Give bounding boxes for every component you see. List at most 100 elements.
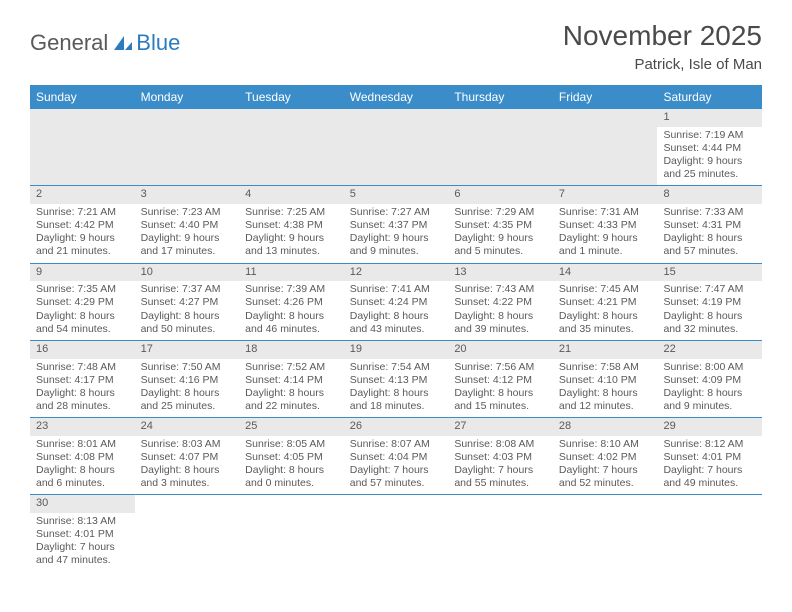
calendar-body: 1Sunrise: 7:19 AMSunset: 4:44 PMDaylight… bbox=[30, 109, 762, 572]
header: General Blue November 2025 Patrick, Isle… bbox=[30, 20, 762, 73]
calendar-day: 21Sunrise: 7:58 AMSunset: 4:10 PMDayligh… bbox=[553, 341, 658, 417]
sunrise-text: Sunrise: 7:27 AM bbox=[350, 206, 443, 219]
calendar-header-row: Sunday Monday Tuesday Wednesday Thursday… bbox=[30, 85, 762, 109]
sunset-text: Sunset: 4:22 PM bbox=[454, 296, 547, 309]
sunset-text: Sunset: 4:29 PM bbox=[36, 296, 129, 309]
calendar-day: 23Sunrise: 8:01 AMSunset: 4:08 PMDayligh… bbox=[30, 418, 135, 494]
daylight-text: Daylight: 8 hours bbox=[350, 387, 443, 400]
sunset-text: Sunset: 4:07 PM bbox=[141, 451, 234, 464]
daylight-text: Daylight: 9 hours bbox=[350, 232, 443, 245]
sunset-text: Sunset: 4:42 PM bbox=[36, 219, 129, 232]
day-body: Sunrise: 7:52 AMSunset: 4:14 PMDaylight:… bbox=[239, 361, 344, 418]
daylight-text: and 49 minutes. bbox=[663, 477, 756, 490]
sunset-text: Sunset: 4:26 PM bbox=[245, 296, 338, 309]
calendar-day: 7Sunrise: 7:31 AMSunset: 4:33 PMDaylight… bbox=[553, 186, 658, 262]
calendar-day-empty bbox=[239, 495, 344, 571]
daylight-text: Daylight: 8 hours bbox=[350, 310, 443, 323]
day-number: 6 bbox=[448, 186, 553, 204]
sunrise-text: Sunrise: 7:48 AM bbox=[36, 361, 129, 374]
day-body: Sunrise: 8:03 AMSunset: 4:07 PMDaylight:… bbox=[135, 438, 240, 495]
calendar-day-empty bbox=[553, 109, 658, 185]
weekday-header: Saturday bbox=[657, 85, 762, 109]
daylight-text: and 6 minutes. bbox=[36, 477, 129, 490]
sunrise-text: Sunrise: 8:10 AM bbox=[559, 438, 652, 451]
day-body: Sunrise: 8:12 AMSunset: 4:01 PMDaylight:… bbox=[657, 438, 762, 495]
sunrise-text: Sunrise: 8:12 AM bbox=[663, 438, 756, 451]
daylight-text: Daylight: 8 hours bbox=[559, 310, 652, 323]
sunset-text: Sunset: 4:19 PM bbox=[663, 296, 756, 309]
calendar: Sunday Monday Tuesday Wednesday Thursday… bbox=[30, 85, 762, 572]
day-body: Sunrise: 7:27 AMSunset: 4:37 PMDaylight:… bbox=[344, 206, 449, 263]
sunrise-text: Sunrise: 8:13 AM bbox=[36, 515, 129, 528]
weekday-header: Sunday bbox=[30, 85, 135, 109]
sunrise-text: Sunrise: 8:07 AM bbox=[350, 438, 443, 451]
calendar-day: 4 Sunrise: 7:25 AMSunset: 4:38 PMDaylight… bbox=[239, 186, 344, 262]
day-body: Sunrise: 7:58 AMSunset: 4:10 PMDaylight:… bbox=[553, 361, 658, 418]
daylight-text: Daylight: 8 hours bbox=[36, 310, 129, 323]
sunrise-text: Sunrise: 7:29 AM bbox=[454, 206, 547, 219]
calendar-day: 8Sunrise: 7:33 AMSunset: 4:31 PMDaylight… bbox=[657, 186, 762, 262]
sunrise-text: Sunrise: 7:35 AM bbox=[36, 283, 129, 296]
daylight-text: Daylight: 9 hours bbox=[663, 155, 756, 168]
sunset-text: Sunset: 4:01 PM bbox=[36, 528, 129, 541]
daylight-text: Daylight: 9 hours bbox=[36, 232, 129, 245]
daylight-text: and 13 minutes. bbox=[245, 245, 338, 258]
daylight-text: Daylight: 8 hours bbox=[245, 310, 338, 323]
sunrise-text: Sunrise: 7:31 AM bbox=[559, 206, 652, 219]
day-body: Sunrise: 7:48 AMSunset: 4:17 PMDaylight:… bbox=[30, 361, 135, 418]
daylight-text: and 9 minutes. bbox=[663, 400, 756, 413]
daylight-text: Daylight: 7 hours bbox=[454, 464, 547, 477]
day-number: 24 bbox=[135, 418, 240, 436]
calendar-day-empty bbox=[30, 109, 135, 185]
calendar-day: 27Sunrise: 8:08 AMSunset: 4:03 PMDayligh… bbox=[448, 418, 553, 494]
daylight-text: and 0 minutes. bbox=[245, 477, 338, 490]
sunset-text: Sunset: 4:02 PM bbox=[559, 451, 652, 464]
day-number: 22 bbox=[657, 341, 762, 359]
day-number: 4 bbox=[239, 186, 344, 204]
calendar-day-empty bbox=[448, 495, 553, 571]
sunset-text: Sunset: 4:16 PM bbox=[141, 374, 234, 387]
calendar-week: 2Sunrise: 7:21 AMSunset: 4:42 PMDaylight… bbox=[30, 186, 762, 263]
calendar-day: 6 Sunrise: 7:29 AMSunset: 4:35 PMDaylight… bbox=[448, 186, 553, 262]
day-body: Sunrise: 7:29 AMSunset: 4:35 PMDaylight:… bbox=[448, 206, 553, 263]
day-number: 16 bbox=[30, 341, 135, 359]
logo-text-2: Blue bbox=[136, 30, 180, 56]
calendar-day: 11Sunrise: 7:39 AMSunset: 4:26 PMDayligh… bbox=[239, 264, 344, 340]
daylight-text: Daylight: 9 hours bbox=[245, 232, 338, 245]
sunrise-text: Sunrise: 7:41 AM bbox=[350, 283, 443, 296]
sunset-text: Sunset: 4:33 PM bbox=[559, 219, 652, 232]
sunset-text: Sunset: 4:21 PM bbox=[559, 296, 652, 309]
logo-text-1: General bbox=[30, 30, 108, 56]
sunrise-text: Sunrise: 7:54 AM bbox=[350, 361, 443, 374]
daylight-text: Daylight: 8 hours bbox=[245, 464, 338, 477]
day-number: 18 bbox=[239, 341, 344, 359]
sunrise-text: Sunrise: 8:01 AM bbox=[36, 438, 129, 451]
daylight-text: Daylight: 8 hours bbox=[36, 464, 129, 477]
daylight-text: and 54 minutes. bbox=[36, 323, 129, 336]
weekday-header: Thursday bbox=[448, 85, 553, 109]
sunrise-text: Sunrise: 7:47 AM bbox=[663, 283, 756, 296]
sunrise-text: Sunrise: 7:45 AM bbox=[559, 283, 652, 296]
calendar-day: 28Sunrise: 8:10 AMSunset: 4:02 PMDayligh… bbox=[553, 418, 658, 494]
sunset-text: Sunset: 4:27 PM bbox=[141, 296, 234, 309]
sunrise-text: Sunrise: 7:43 AM bbox=[454, 283, 547, 296]
day-number: 7 bbox=[553, 186, 658, 204]
day-body: Sunrise: 8:13 AMSunset: 4:01 PMDaylight:… bbox=[30, 515, 135, 572]
sunset-text: Sunset: 4:09 PM bbox=[663, 374, 756, 387]
calendar-day: 10Sunrise: 7:37 AMSunset: 4:27 PMDayligh… bbox=[135, 264, 240, 340]
calendar-day-empty bbox=[657, 495, 762, 571]
sunrise-text: Sunrise: 8:05 AM bbox=[245, 438, 338, 451]
day-number: 23 bbox=[30, 418, 135, 436]
daylight-text: and 50 minutes. bbox=[141, 323, 234, 336]
day-number: 13 bbox=[448, 264, 553, 282]
daylight-text: Daylight: 7 hours bbox=[559, 464, 652, 477]
weekday-header: Monday bbox=[135, 85, 240, 109]
day-body: Sunrise: 7:25 AMSunset: 4:38 PMDaylight:… bbox=[239, 206, 344, 263]
day-number: 15 bbox=[657, 264, 762, 282]
weekday-header: Tuesday bbox=[239, 85, 344, 109]
day-body: Sunrise: 7:39 AMSunset: 4:26 PMDaylight:… bbox=[239, 283, 344, 340]
daylight-text: and 43 minutes. bbox=[350, 323, 443, 336]
day-number: 27 bbox=[448, 418, 553, 436]
daylight-text: Daylight: 8 hours bbox=[663, 232, 756, 245]
sunset-text: Sunset: 4:10 PM bbox=[559, 374, 652, 387]
